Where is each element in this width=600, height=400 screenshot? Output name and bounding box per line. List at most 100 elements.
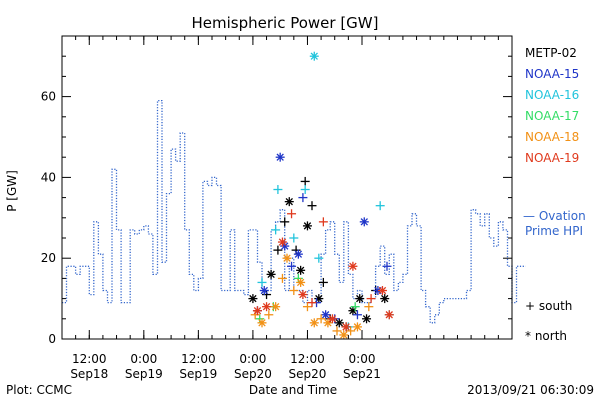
data-point-metp-02-south (291, 245, 301, 255)
y-tick-label: 20 (41, 251, 56, 265)
data-point-metp-02-south (318, 277, 328, 287)
data-point-noaa-18-south (346, 326, 356, 336)
point-stroke-d2 (356, 294, 364, 303)
data-point-noaa-15-south (382, 261, 392, 271)
legend-entry-noaa-15: NOAA-15 (525, 67, 579, 81)
data-point-metp-02-north (302, 221, 312, 231)
data-point-noaa-19-north (341, 322, 351, 332)
point-stroke-d2 (283, 254, 291, 262)
data-point-noaa-19-north (327, 314, 337, 324)
data-point-noaa-16-north (309, 51, 319, 61)
data-point-metp-02-south (307, 201, 317, 211)
data-point-metp-02-north (266, 269, 276, 279)
data-point-noaa-18-south (277, 273, 287, 283)
point-stroke-d2 (262, 302, 271, 311)
point-stroke-d2 (353, 323, 362, 331)
data-point-noaa-18-north (257, 318, 267, 328)
point-stroke-d2 (276, 153, 284, 161)
point-stroke-d2 (260, 286, 268, 295)
data-point-metp-02-north (248, 294, 258, 304)
data-point-noaa-17-south (293, 273, 303, 283)
data-point-noaa-18-north (282, 253, 292, 263)
x-tick-label-date: Sep20 (234, 367, 272, 381)
data-point-noaa-19-north (384, 310, 394, 320)
data-point-metp-02-south (273, 245, 283, 255)
data-point-metp-02-south (300, 176, 310, 186)
legend-symbol-south: + south (525, 299, 572, 313)
point-stroke-d2 (310, 319, 318, 327)
legend-entry-noaa-17: NOAA-17 (525, 109, 579, 123)
point-stroke-d2 (349, 262, 357, 270)
legend-entry-noaa-19: NOAA-19 (525, 151, 579, 165)
data-point-noaa-18-south (364, 302, 374, 312)
data-point-noaa-18-north (339, 330, 349, 340)
data-point-noaa-18-north (271, 302, 281, 312)
data-point-noaa-15-north (259, 286, 269, 296)
data-point-noaa-19-south (307, 298, 317, 308)
legend-entry-metp-02: METP-02 (525, 46, 577, 60)
data-point-noaa-15-north (321, 310, 331, 320)
point-stroke-d2 (267, 270, 275, 279)
data-point-noaa-16-south (375, 201, 385, 211)
x-tick-label-time: 0:00 (130, 352, 157, 366)
point-stroke-d2 (362, 315, 371, 323)
point-stroke-d2 (378, 286, 387, 295)
x-tick-label-time: 12:00 (181, 352, 216, 366)
y-tick-label: 60 (41, 90, 56, 104)
x-tick-label-date: Sep21 (343, 367, 381, 381)
timestamp: 2013/09/21 06:30:09 (467, 383, 594, 397)
data-point-noaa-19-south (287, 209, 297, 219)
data-point-metp-02-north (362, 314, 372, 324)
x-tick-label-date: Sep19 (125, 367, 163, 381)
data-point-noaa-18-north (296, 277, 306, 287)
point-stroke-d2 (296, 266, 305, 275)
data-point-noaa-19-north (348, 261, 358, 271)
data-point-noaa-17-south (255, 314, 265, 324)
legend-symbol-north: * north (525, 329, 567, 343)
data-point-noaa-16-south (273, 185, 283, 195)
x-axis-label: Date and Time (249, 383, 337, 397)
point-stroke-d2 (294, 250, 303, 258)
point-stroke-d2 (342, 323, 350, 331)
point-stroke-d2 (249, 294, 257, 303)
x-tick-label-date: Sep19 (179, 367, 217, 381)
legend-entry-noaa-16: NOAA-16 (525, 88, 579, 102)
point-stroke-d2 (328, 315, 337, 323)
legend-entry-noaa-18: NOAA-18 (525, 130, 579, 144)
data-point-noaa-19-north (252, 306, 262, 316)
data-point-noaa-18-north (309, 318, 319, 328)
data-point-metp-02-south (280, 217, 290, 227)
data-point-noaa-17-south (350, 302, 360, 312)
data-point-noaa-19-north (277, 237, 287, 247)
data-point-noaa-16-south (289, 233, 299, 243)
point-stroke-d2 (340, 331, 348, 339)
data-point-noaa-15-north (359, 217, 369, 227)
data-point-noaa-19-north (262, 302, 272, 312)
data-point-noaa-16-south (314, 253, 324, 263)
y-tick-label: 40 (41, 170, 56, 184)
x-tick-label-time: 0:00 (239, 352, 266, 366)
data-point-noaa-16-south (300, 185, 310, 195)
point-stroke-d2 (281, 242, 289, 250)
axes: 020406012:00Sep180:00Sep1912:00Sep190:00… (41, 35, 513, 381)
point-stroke-d2 (271, 302, 280, 311)
data-point-noaa-18-north (323, 318, 333, 328)
x-tick-label-time: 12:00 (290, 352, 325, 366)
legend-ovation-line1: — Ovation (523, 209, 586, 223)
x-tick-label-date: Sep18 (70, 367, 108, 381)
y-axis-label: P [GW] (5, 170, 19, 212)
point-stroke-d2 (335, 319, 343, 327)
data-point-noaa-18-south (332, 326, 342, 336)
data-point-noaa-18-south (289, 286, 299, 296)
x-tick-label-date: Sep20 (289, 367, 327, 381)
data-point-noaa-19-south (366, 294, 376, 304)
y-tick-label: 0 (48, 332, 56, 346)
data-point-noaa-18-north (352, 322, 362, 332)
plot-frame (61, 35, 513, 340)
data-point-noaa-16-south (271, 225, 281, 235)
point-stroke-d2 (296, 278, 305, 287)
legend-ovation-line2: Prime HPI (525, 224, 583, 238)
data-point-noaa-18-south (264, 310, 274, 320)
data-point-metp-02-north (296, 265, 306, 275)
